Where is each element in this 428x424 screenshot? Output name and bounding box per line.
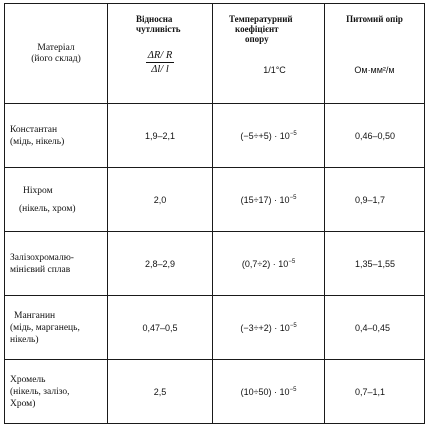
sensitivity-cell: 2,5 xyxy=(107,359,213,424)
material-cell: Залізохромалю- мінієвий сплав xyxy=(4,231,108,296)
header-tcr: Температурний коефіцієнт опору 1/1°С xyxy=(212,3,325,104)
sensitivity-cell: 2,0 xyxy=(107,167,213,232)
header-tcr-unit: 1/1°С xyxy=(263,65,286,75)
sensitivity-cell: 0,47–0,5 xyxy=(107,295,213,360)
tcr-cell: (−5÷+5) · 10−5 xyxy=(212,103,325,168)
header-resistivity-title: Питомий опір xyxy=(346,14,403,24)
header-sensitivity: Відносна чутливість ΔR/ R Δl/ l xyxy=(107,3,213,104)
material-cell: Хромель (нікель, залізо, Хром) xyxy=(4,359,108,424)
material-cell: Константан (мідь, нікель) xyxy=(4,103,108,168)
header-row: Матеріал (його склад) Відносна чутливіст… xyxy=(4,3,425,104)
resistivity-cell: 0,4–0,45 xyxy=(324,295,425,360)
header-resistivity: Питомий опір Ом·мм²/м xyxy=(324,3,425,104)
header-material-line1: Матеріал xyxy=(37,42,75,53)
material-cell: Манганин (мідь, марганець, нікель) xyxy=(4,295,108,360)
table-row: Хромель (нікель, залізо, Хром) 2,5 (10÷5… xyxy=(4,359,425,424)
header-material: Матеріал (його склад) xyxy=(4,3,108,104)
tcr-cell: (10÷50) · 10−5 xyxy=(212,359,325,424)
resistivity-cell: 0,9–1,7 xyxy=(324,167,425,232)
header-sensitivity-line1: Відносна xyxy=(136,14,173,24)
header-tcr-line1: Температурний xyxy=(229,14,293,24)
header-tcr-line2: коефіцієнт xyxy=(235,24,279,34)
tcr-cell: (−3÷+2) · 10−5 xyxy=(212,295,325,360)
table-row: Залізохромалю- мінієвий сплав 2,8–2,9 (0… xyxy=(4,231,425,296)
sensitivity-formula: ΔR/ R Δl/ l xyxy=(108,50,212,75)
material-cell: Ніхром (нікель, хром) xyxy=(4,167,108,232)
tcr-cell: (0,7÷2) · 10−5 xyxy=(212,231,325,296)
header-tcr-line3: опору xyxy=(245,34,269,44)
table-row: Манганин (мідь, марганець, нікель) 0,47–… xyxy=(4,295,425,360)
resistivity-cell: 0,7–1,1 xyxy=(324,359,425,424)
table-row: Ніхром (нікель, хром) 2,0 (15÷17) · 10−5… xyxy=(4,167,425,232)
formula-denominator: Δl/ l xyxy=(151,64,169,75)
sensitivity-cell: 1,9–2,1 xyxy=(107,103,213,168)
resistivity-cell: 0,46–0,50 xyxy=(324,103,425,168)
header-material-line2: (його склад) xyxy=(31,53,81,64)
header-resistivity-unit: Ом·мм²/м xyxy=(354,65,395,75)
resistivity-cell: 1,35–1,55 xyxy=(324,231,425,296)
table-row: Константан (мідь, нікель) 1,9–2,1 (−5÷+5… xyxy=(4,103,425,168)
header-sensitivity-line2: чутливість xyxy=(136,24,181,34)
sensitivity-cell: 2,8–2,9 xyxy=(107,231,213,296)
formula-numerator: ΔR/ R xyxy=(145,50,175,63)
materials-table: Матеріал (його склад) Відносна чутливіст… xyxy=(4,3,425,424)
tcr-cell: (15÷17) · 10−5 xyxy=(212,167,325,232)
